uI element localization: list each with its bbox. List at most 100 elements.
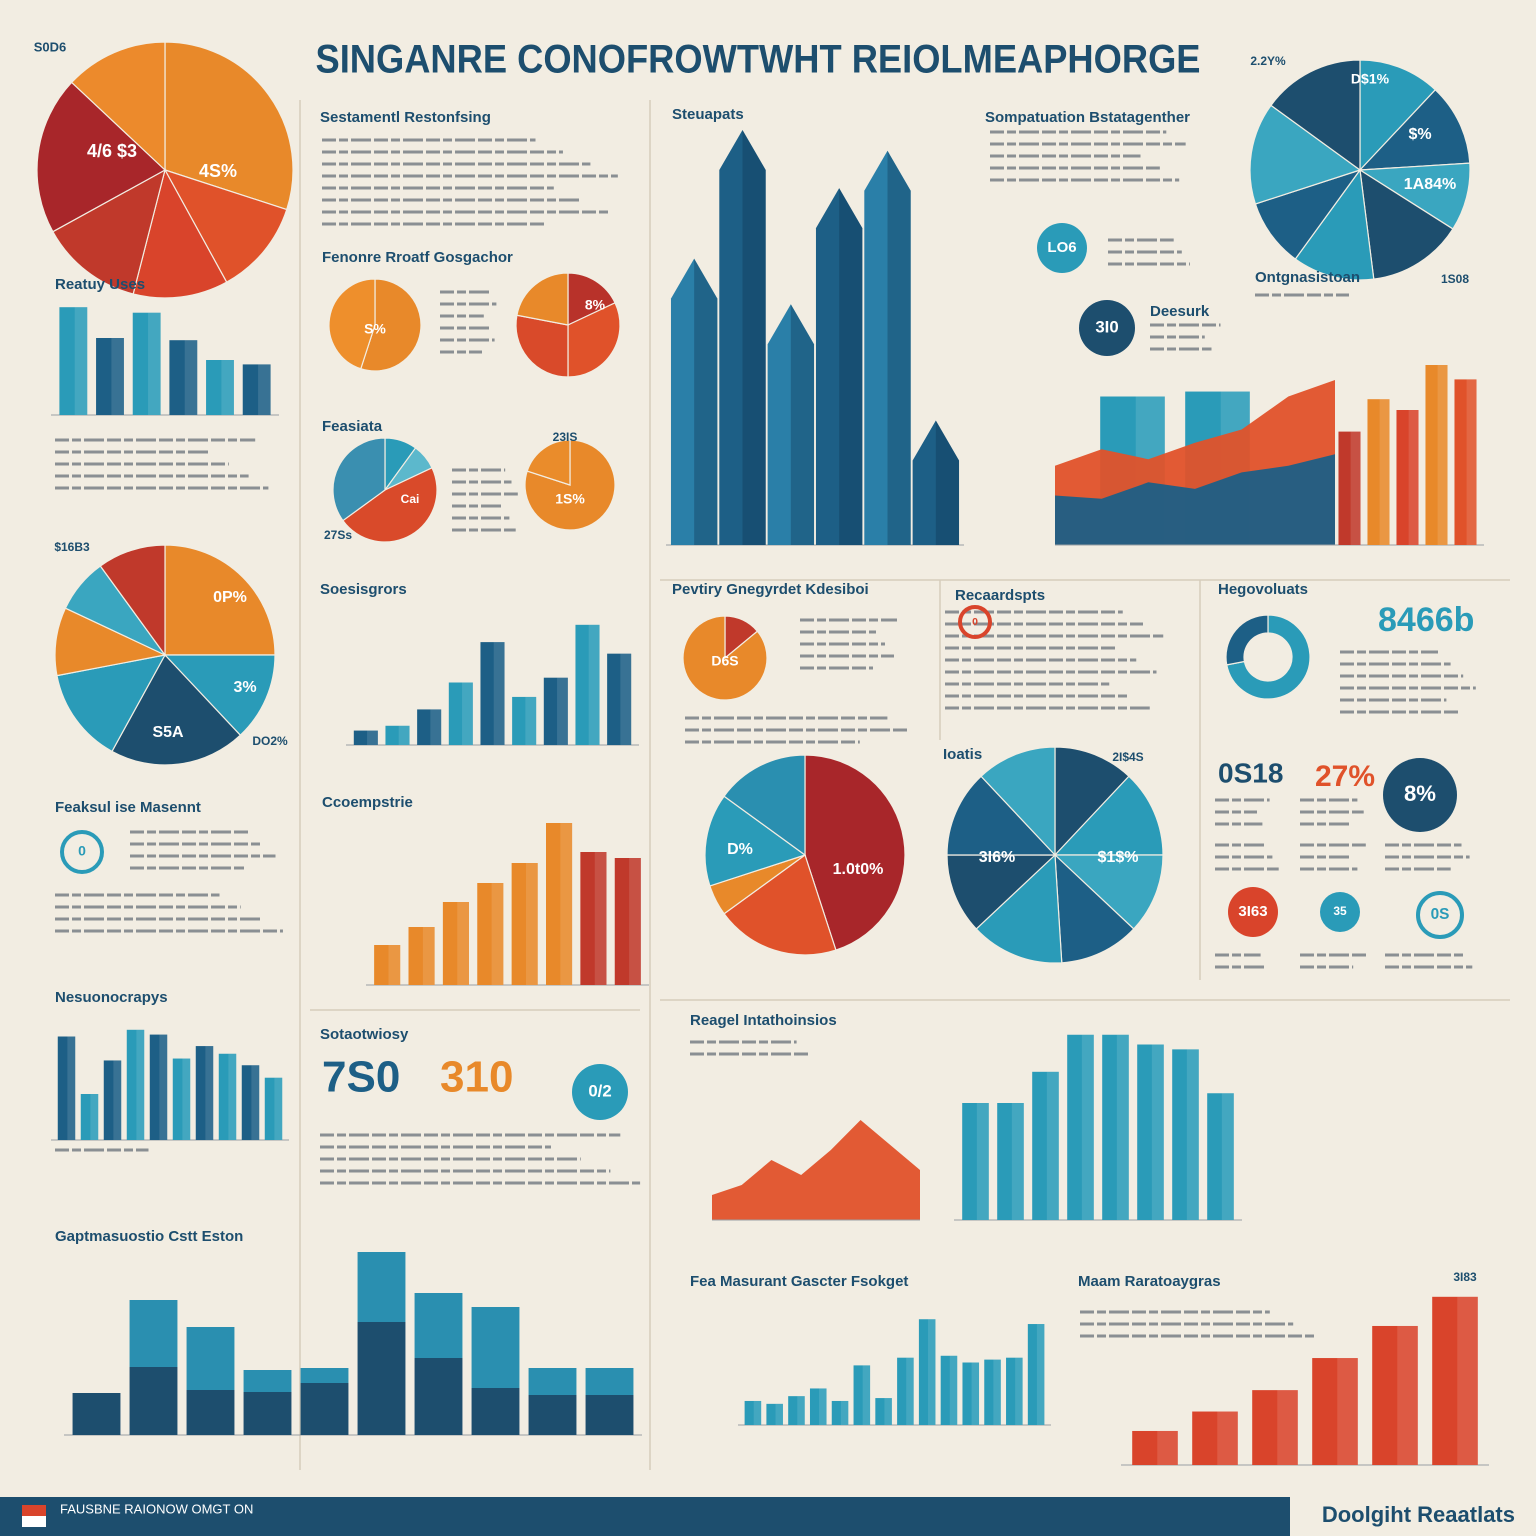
bar-highlight [136, 1029, 145, 1140]
bar-segment [243, 1370, 292, 1392]
tower-bar [670, 258, 718, 545]
bar [1432, 1296, 1478, 1465]
annotation: 0P% [213, 589, 247, 606]
bar-highlight [1397, 1325, 1418, 1465]
bar [448, 682, 473, 745]
bar-segment [528, 1368, 577, 1395]
bar-segment [72, 1393, 121, 1435]
bar-segment [414, 1293, 463, 1358]
bar [918, 1319, 936, 1425]
bar [57, 1036, 76, 1140]
bar-highlight [862, 1365, 871, 1425]
bar [96, 338, 124, 415]
bar-highlight [1217, 1411, 1238, 1465]
badge [1037, 223, 1087, 273]
bar-highlight [949, 1355, 958, 1425]
bar-highlight [111, 338, 124, 415]
section-heading: Feaksul ise Masennt [55, 799, 201, 816]
bar-highlight [221, 360, 234, 415]
pie-slice [946, 775, 1057, 856]
bar-highlight [1151, 1044, 1164, 1220]
bar [1454, 379, 1477, 545]
bar [788, 1396, 805, 1425]
pie-slice [1053, 854, 1164, 930]
bar-segment [357, 1252, 406, 1322]
tower-shade [935, 420, 960, 545]
bar [80, 1094, 99, 1140]
bar-highlight [819, 1388, 827, 1425]
pie-slice [1270, 59, 1361, 172]
bar-segment [585, 1368, 634, 1395]
badge-label: 3I63 [1238, 903, 1267, 920]
chart-title: Fenonre Rroatf Gosgachor [322, 249, 513, 266]
bar-segment [300, 1383, 349, 1435]
bar [132, 312, 161, 415]
annotation: D% [727, 841, 753, 858]
bar [264, 1077, 283, 1140]
bar [169, 340, 198, 415]
pie-slice [704, 795, 807, 887]
annotation: $1$% [1098, 849, 1139, 866]
bar [417, 709, 442, 745]
pie-slice [332, 437, 386, 522]
chart-title: Steuapats [672, 106, 744, 123]
bar-highlight [928, 1319, 936, 1425]
badge-label: 0 [78, 843, 86, 859]
bar-highlight [1466, 379, 1477, 545]
bar-highlight [1015, 1357, 1023, 1425]
bar [480, 642, 505, 745]
bar-highlight [493, 642, 505, 745]
pie-slice [526, 439, 571, 486]
chart-title: Deesurk [1150, 303, 1210, 320]
bar [1367, 399, 1390, 545]
tower-bar [767, 304, 815, 545]
badge-ring [1416, 891, 1464, 939]
bar [766, 1403, 783, 1425]
bar-highlight [205, 1046, 214, 1140]
annotation: 2.2Y% [1250, 54, 1286, 68]
bar [831, 1400, 849, 1425]
pie-slice [164, 41, 294, 211]
chart-title: Fea Masurant Gascter Fsokget [690, 1273, 908, 1290]
bar-highlight [457, 902, 469, 985]
chart-title: Gaptmasuostio Cstt Eston [55, 1228, 243, 1245]
annotation: 2I$4S [1112, 750, 1143, 764]
bar [1207, 1093, 1234, 1220]
big-stat: 0S18 [1218, 757, 1283, 788]
bar-highlight [430, 709, 442, 745]
badge-label: 35 [1333, 904, 1347, 918]
bar [1338, 431, 1361, 545]
bar-segment [528, 1395, 577, 1435]
pie-slice [723, 854, 837, 956]
pie-slice [56, 654, 167, 753]
bar [59, 307, 88, 415]
bar [218, 1053, 237, 1140]
bar [1027, 1324, 1045, 1425]
bar [1006, 1357, 1023, 1425]
bar [962, 1362, 980, 1425]
bar [543, 677, 568, 745]
annotation: S0D6 [34, 39, 67, 54]
bar-highlight [1081, 1034, 1094, 1220]
pie-slice [682, 615, 768, 701]
bar [809, 1388, 827, 1425]
bar-segment [129, 1300, 178, 1367]
pie-slice [163, 654, 276, 737]
annotation: S5A [152, 724, 184, 741]
bar-segment [129, 1367, 178, 1435]
pie-slice [328, 278, 376, 370]
pie-slice [1249, 104, 1362, 205]
pie-slice [567, 272, 616, 326]
pie-slice [36, 81, 167, 233]
bar-highlight [1379, 399, 1390, 545]
bar-highlight [840, 1400, 849, 1425]
bar-highlight [797, 1396, 805, 1425]
badge-ring [958, 605, 992, 639]
bar [546, 823, 573, 985]
pie-slice [1359, 59, 1437, 172]
bar-highlight [182, 1058, 191, 1140]
bar-highlight [1277, 1390, 1298, 1465]
chart-title: Reagel Intathoinsios [690, 1012, 837, 1029]
bar-highlight [422, 927, 435, 985]
